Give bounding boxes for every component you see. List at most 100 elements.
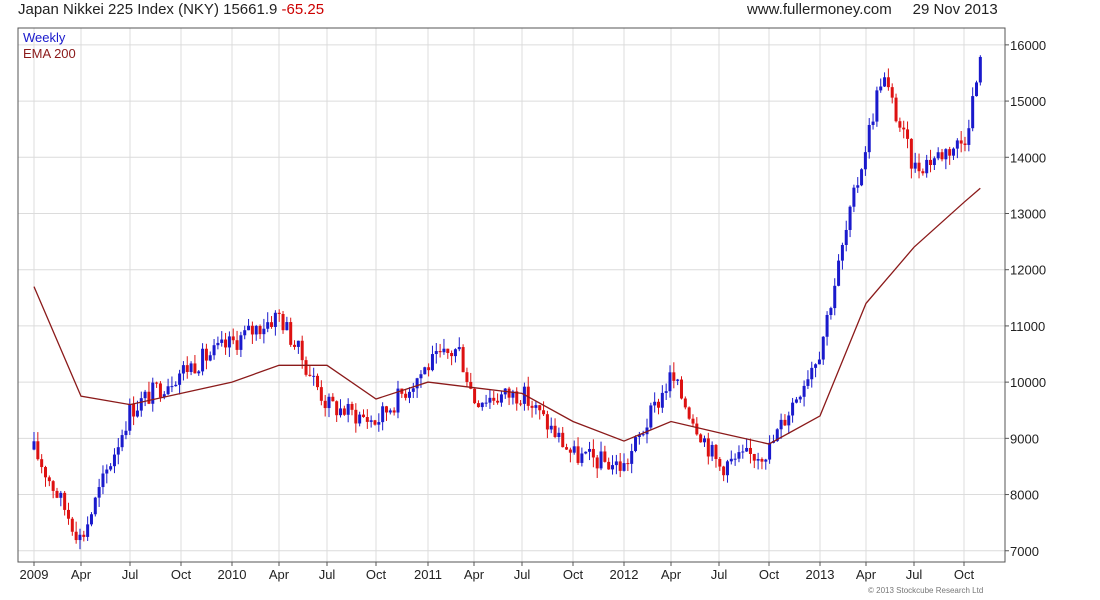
website-link[interactable]: www.fullermoney.com xyxy=(747,1,892,18)
weekly-bar-body xyxy=(74,531,78,541)
weekly-bar-body xyxy=(967,128,971,145)
weekly-bar-body xyxy=(208,355,212,361)
weekly-bar-body xyxy=(741,451,745,453)
weekly-bar-body xyxy=(768,442,772,460)
weekly-bar-body xyxy=(43,467,47,478)
x-tick-label: Oct xyxy=(759,567,780,582)
weekly-bar-body xyxy=(637,434,641,438)
weekly-bar-body xyxy=(411,388,415,392)
weekly-bar-body xyxy=(415,378,419,389)
index-name: Japan Nikkei 225 Index (NKY) xyxy=(18,1,219,18)
weekly-bar-body xyxy=(507,388,511,398)
weekly-bar-body xyxy=(453,349,457,357)
weekly-bar-body xyxy=(542,410,546,415)
weekly-bar-body xyxy=(714,444,718,460)
weekly-bar-body xyxy=(438,351,442,353)
weekly-bar-body xyxy=(649,405,653,428)
x-tick-label: Oct xyxy=(563,567,584,582)
y-tick-label: 13000 xyxy=(1010,206,1046,221)
plot-frame xyxy=(17,27,1006,563)
y-tick-label: 14000 xyxy=(1010,150,1046,165)
weekly-bar-body xyxy=(346,403,350,415)
weekly-bar-body xyxy=(852,187,856,207)
weekly-bar-body xyxy=(561,432,565,448)
weekly-bar-body xyxy=(250,325,254,335)
weekly-bar-body xyxy=(975,82,979,97)
weekly-bar-body xyxy=(722,466,726,476)
weekly-bar-body xyxy=(109,466,113,470)
weekly-bar-body xyxy=(699,434,703,443)
weekly-bar-body xyxy=(814,364,818,368)
weekly-bar-body xyxy=(231,336,235,341)
ema-200-line xyxy=(33,187,981,445)
legend-ema-200: EMA 200 xyxy=(23,46,76,61)
weekly-bar-body xyxy=(135,410,139,417)
x-tick-label: 2010 xyxy=(218,567,247,582)
weekly-bar-body xyxy=(128,403,132,431)
weekly-bar-body xyxy=(185,365,189,372)
weekly-bar-body xyxy=(465,372,469,382)
y-tick-label: 12000 xyxy=(1010,263,1046,278)
copyright-notice: © 2013 Stockcube Research Ltd xyxy=(868,586,984,595)
y-tick-label: 7000 xyxy=(1010,544,1039,559)
weekly-bar-body xyxy=(921,171,925,174)
x-tick-label: 2013 xyxy=(806,567,835,582)
weekly-bar-body xyxy=(377,422,381,425)
weekly-bar-body xyxy=(361,414,365,418)
weekly-bar-body xyxy=(530,405,534,408)
x-tick-label: Jul xyxy=(906,567,923,582)
x-tick-label: Apr xyxy=(71,567,92,582)
weekly-bar-body xyxy=(86,524,90,537)
weekly-bar-body xyxy=(764,459,768,462)
weekly-bar-body xyxy=(247,325,251,331)
weekly-bar-body xyxy=(384,406,388,413)
x-tick-label: Oct xyxy=(954,567,975,582)
weekly-bar-body xyxy=(289,322,293,345)
x-tick-label: Apr xyxy=(269,567,290,582)
grid-lines xyxy=(18,28,1005,562)
weekly-bar-body xyxy=(89,514,93,525)
y-tick-label: 16000 xyxy=(1010,38,1046,53)
weekly-bar-body xyxy=(676,379,680,381)
weekly-bar-body xyxy=(442,348,446,353)
weekly-bar-body xyxy=(381,406,385,423)
weekly-bar-body xyxy=(124,430,128,436)
weekly-bar-body xyxy=(193,363,197,374)
weekly-bar-body xyxy=(794,399,798,403)
weekly-bar-body xyxy=(166,386,170,395)
weekly-bar-body xyxy=(212,345,216,356)
weekly-bar-body xyxy=(894,97,898,122)
weekly-bar-body xyxy=(948,149,952,156)
weekly-bar-body xyxy=(335,401,339,416)
weekly-bar-body xyxy=(404,393,408,398)
weekly-bar-body xyxy=(729,458,733,462)
weekly-bar-body xyxy=(687,407,691,419)
weekly-bar-body xyxy=(151,382,155,404)
weekly-bar-body xyxy=(848,206,852,230)
weekly-bar-body xyxy=(162,394,166,398)
weekly-bar-body xyxy=(810,367,814,380)
weekly-bar-body xyxy=(952,148,956,156)
weekly-bar-body xyxy=(327,396,331,409)
weekly-bar-body xyxy=(584,451,588,454)
weekly-bar-body xyxy=(568,449,572,453)
weekly-bar-body xyxy=(706,438,710,457)
weekly-bar-body xyxy=(300,340,304,361)
weekly-bar-body xyxy=(235,340,239,350)
weekly-bar-body xyxy=(285,322,289,331)
x-tick-label: 2009 xyxy=(20,567,49,582)
weekly-bar-body xyxy=(971,96,975,129)
x-tick-label: 2012 xyxy=(610,567,639,582)
weekly-bar-body xyxy=(955,140,959,149)
weekly-bar-body xyxy=(70,518,74,532)
weekly-bar-body xyxy=(909,138,913,169)
weekly-bar-body xyxy=(262,328,266,335)
weekly-bar-body xyxy=(120,435,124,448)
weekly-bar-body xyxy=(917,162,921,172)
weekly-bar-body xyxy=(844,229,848,245)
weekly-bar-body xyxy=(890,87,894,98)
weekly-bar-body xyxy=(258,325,262,335)
weekly-bar-body xyxy=(737,452,741,459)
weekly-bar-body xyxy=(224,339,228,348)
weekly-bar-body xyxy=(339,408,343,416)
